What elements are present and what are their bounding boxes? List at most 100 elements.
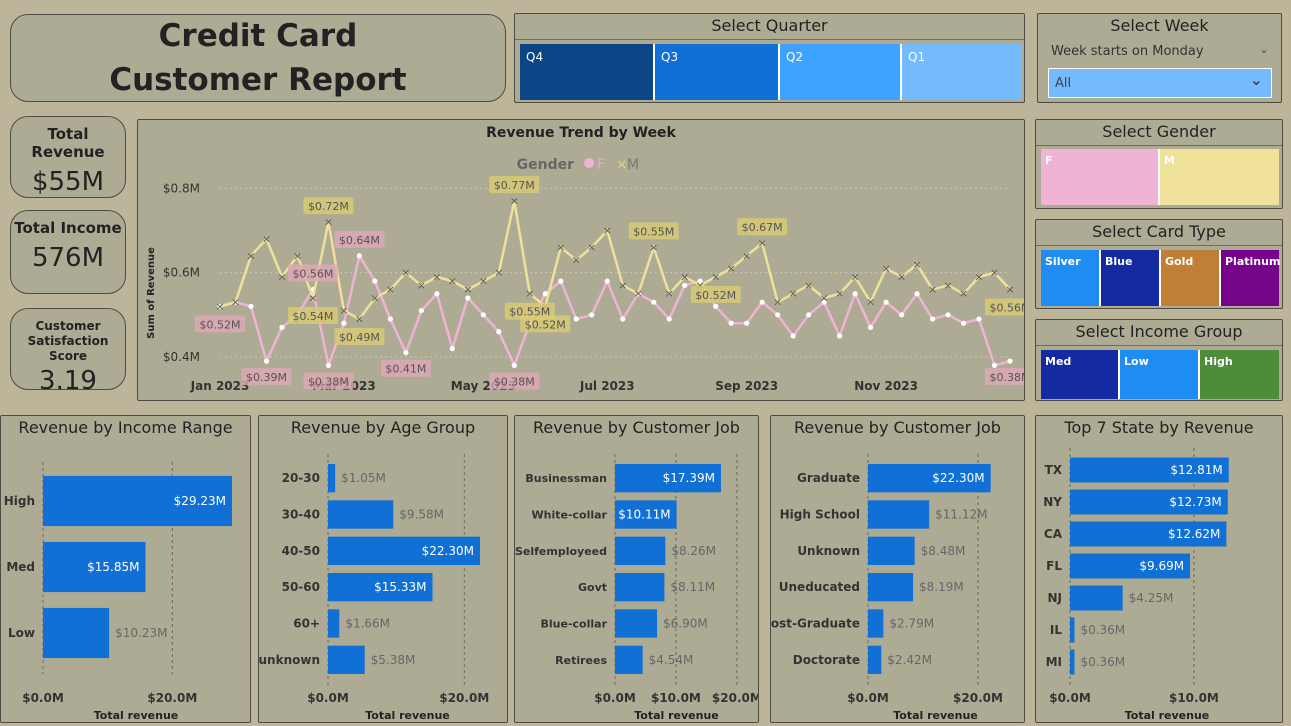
card-option-blue[interactable]: Blue [1101,250,1161,306]
series-point-f [449,345,455,352]
gender-option-f[interactable]: F [1041,149,1160,205]
legend-f-marker [584,158,594,168]
data-label: $0.56M [990,302,1024,315]
series-point-m: × [773,296,782,309]
bar [615,609,658,638]
satisfaction-label: Customer Satisfaction Score [11,319,125,364]
quarter-option-q2[interactable]: Q2 [780,44,902,100]
bar-value-label: $1.05M [341,471,386,485]
bar-value-label: $10.11M [618,508,670,522]
series-point-m: × [727,262,736,275]
bar-value-label: $6.90M [663,617,708,631]
chart-title: Revenue by Income Range [18,418,232,437]
category-label: NJ [1047,591,1062,605]
y-axis-label: Sum of Revenue [146,247,157,339]
series-point-f [573,316,579,322]
bar [328,463,336,493]
bar-value-label: $4.25M [1129,591,1174,605]
category-label: High School [780,508,860,522]
series-point-f [620,316,626,322]
revenue-trend-card: Revenue Trend by Week Gender F × M $0.4M $0.6M… [137,119,1025,401]
income-option-high[interactable]: High [1200,350,1279,399]
category-label: Govt [578,581,607,594]
quarter-option-q3[interactable]: Q3 [655,44,780,100]
quarter-option-q1[interactable]: Q1 [902,44,1022,100]
series-point-m: × [215,300,224,313]
series-point-f [356,253,363,259]
category-label: Retirees [555,654,607,667]
series-point-f [418,307,424,314]
x-axis-label: Total revenue [1125,709,1210,722]
card-option-gold[interactable]: Gold [1161,250,1221,306]
income-option-low[interactable]: Low [1120,350,1200,399]
x-tick-label: $0.0M [594,691,636,705]
bar [328,536,481,566]
bar [615,463,721,493]
chart-title: Top 7 State by Revenue [1063,418,1253,437]
week-dropdown-value: All [1055,76,1072,91]
data-label-bg [737,218,788,236]
customer-job-card: Revenue by Customer Job $0.0M $10.0M $20.0M… [514,415,759,723]
bar-value-label: $22.30M [932,471,984,485]
series-point-f [883,299,889,305]
series-point-m: × [324,216,333,229]
chart-title: Revenue by Age Group [291,418,475,437]
quarter-option-q4[interactable]: Q4 [520,44,655,100]
card-option-silver[interactable]: Silver [1041,250,1101,306]
series-point-m: × [386,283,395,296]
chart-title: Revenue by Customer Job [794,418,1001,437]
chart-title: Revenue by Customer Job [533,418,740,437]
bar [615,645,643,675]
data-label: $0.77M [494,179,535,192]
category-label: White-collar [532,509,608,522]
data-label: $0.56M [292,268,333,281]
x-axis-label: Total revenue [365,709,450,722]
week-chevron-icon[interactable]: ⌄ [1258,42,1269,56]
age-group-chart: Revenue by Age Group $0.0M $20.0M Total rev… [259,418,489,722]
data-label-bg [195,315,245,333]
category-label: 30-40 [282,508,320,522]
bar [868,572,914,602]
bar-value-label: $12.62M [1168,527,1220,541]
data-label: $0.64M [339,234,380,247]
series-point-f [325,362,332,368]
series-point-m: × [432,270,441,283]
data-label-bg [380,359,431,377]
bar-value-label: $5.38M [371,653,416,667]
category-label: IL [1050,623,1062,637]
card-option-platinum[interactable]: Platinum [1221,250,1280,306]
legend-f-label: F [597,157,605,173]
series-point-f [976,316,982,322]
bar [868,536,915,566]
series-point-m: × [339,304,348,317]
series-point-m: × [587,241,596,254]
gender-option-m[interactable]: M [1160,149,1279,205]
bar-value-label: $2.42M [887,653,932,667]
x-tick-label: $10.0M [1169,691,1219,705]
report-title-line2: Customer Report [109,62,407,98]
series-point-f [263,358,270,364]
top-states-chart: Top 7 State by Revenue $0.0M $10.0M Total r… [1043,418,1253,722]
series-point-m: × [881,262,890,275]
series-point-m: × [742,249,751,262]
series-point-f [929,316,936,322]
satisfaction-label-line1: Customer [35,319,101,333]
series-point-m: × [696,279,705,292]
x-tick-label: $10.0M [651,691,701,705]
data-label: $0.72M [308,200,349,213]
data-label-bg [241,368,292,386]
report-title-line1: Credit Card [158,18,358,54]
series-point-m: × [649,241,658,254]
satisfaction-label-line2: Satisfaction Score [27,334,109,363]
bar [328,645,365,675]
income-option-med[interactable]: Med [1041,350,1120,399]
series-point-m: × [479,275,488,288]
series-point-m: × [510,195,519,208]
y-tick-label: $0.6M [163,266,200,280]
x-tick-label: $20.0M [439,691,489,705]
bar-value-label: $10.23M [115,626,167,640]
income-range-chart: Revenue by Income Range $0.0M $20.0M Total … [4,418,233,722]
week-dropdown[interactable]: All ⌄ [1048,68,1272,98]
series-point-f [434,291,440,297]
series-point-f [790,333,796,339]
